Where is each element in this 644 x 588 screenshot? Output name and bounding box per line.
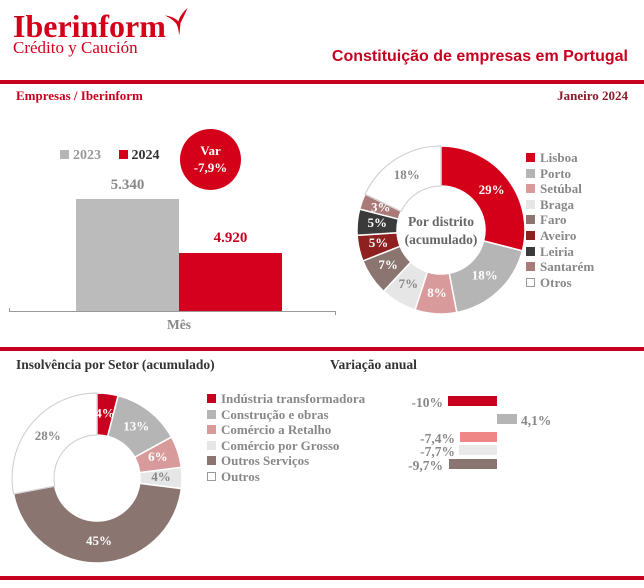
svg-text:4%: 4%	[151, 469, 171, 484]
svg-text:4%: 4%	[95, 405, 115, 420]
svg-text:6%: 6%	[148, 449, 168, 464]
svg-text:28%: 28%	[35, 428, 61, 443]
svg-text:45%: 45%	[86, 533, 112, 548]
svg-text:13%: 13%	[123, 418, 149, 433]
